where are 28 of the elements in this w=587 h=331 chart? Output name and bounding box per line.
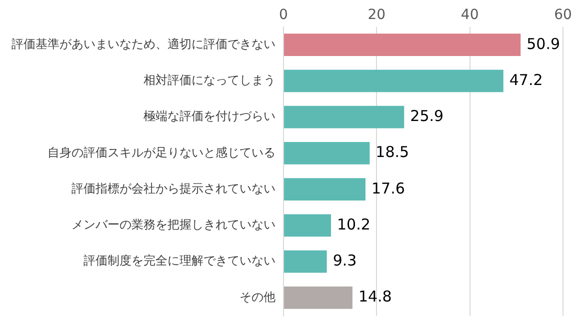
data-label: 50.9 [526,34,560,53]
y-tick-label: その他 [240,290,276,304]
bar [284,286,352,309]
y-tick-label: 極端な評価を付けづらい [144,109,276,124]
bar [284,178,366,201]
data-label: 17.6 [371,179,405,198]
y-tick-label: 相対評価になってしまう [144,73,276,88]
y-tick-label: 評価制度を完全に理解できていない [84,254,276,268]
data-label: 47.2 [509,70,543,89]
data-label: 9.3 [332,252,357,270]
x-tick-label: 60 [554,7,572,24]
bar [284,214,332,237]
x-tick-label: 40 [460,7,479,24]
bar [284,250,327,273]
y-tick-label: 評価指標が会社から提示されていない [72,181,276,196]
y-tick-label: 自身の評価スキルが足りないと感じている [48,145,276,160]
data-label: 25.9 [410,107,444,126]
bar [284,142,370,164]
bar [284,70,504,92]
y-tick-label: メンバーの業務を把握しきれていない [72,218,276,232]
data-label: 14.8 [358,288,392,306]
data-label: 18.5 [376,143,410,162]
x-tick-label: 0 [279,7,288,24]
bar [284,34,521,56]
bar [284,106,404,128]
data-label: 10.2 [337,215,370,234]
y-tick-label: 評価基準があいまいなため、適切に評価できない [12,36,276,51]
x-tick-label: 20 [368,7,386,24]
